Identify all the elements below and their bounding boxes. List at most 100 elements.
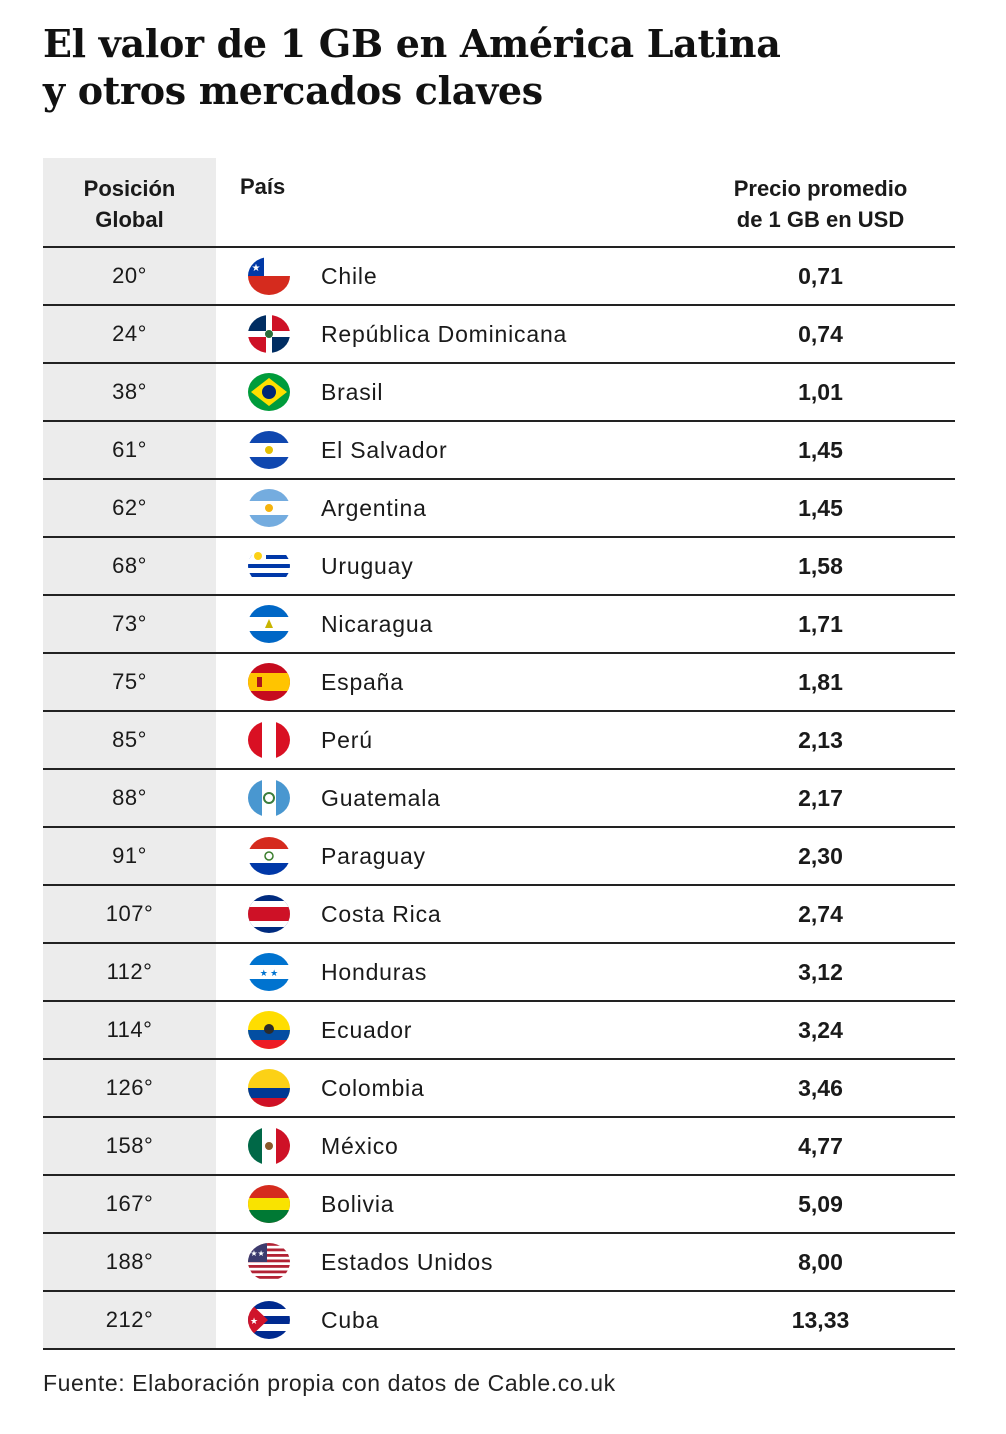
position-header-line-2: Global <box>95 207 164 232</box>
dominican-republic-flag-icon <box>248 315 290 353</box>
country-cell: Bolivia <box>321 1191 395 1217</box>
price-cell: 3,24 <box>798 1017 843 1043</box>
position-cell: 73° <box>43 596 216 652</box>
table-row: 88° Guatemala 2,17 <box>43 770 955 828</box>
position-cell: 158° <box>43 1118 216 1174</box>
position-cell: 24° <box>43 306 216 362</box>
price-column-header: Precio promedio de 1 GB en USD <box>683 173 958 235</box>
country-cell: Estados Unidos <box>321 1249 494 1275</box>
table-row: 62° Argentina 1,45 <box>43 480 955 538</box>
country-cell: Cuba <box>321 1307 380 1333</box>
country-cell: Guatemala <box>321 785 441 811</box>
colombia-flag-icon <box>248 1069 290 1107</box>
country-cell: Nicaragua <box>321 611 434 637</box>
price-cell: 4,77 <box>798 1133 843 1159</box>
table-row: 20° ★ Chile 0,71 <box>43 248 955 306</box>
position-cell: 20° <box>43 248 216 304</box>
price-cell: 1,81 <box>798 669 843 695</box>
title-line-1: El valor de 1 GB en América Latina <box>43 21 781 66</box>
mexico-flag-icon <box>248 1127 290 1165</box>
position-cell: 107° <box>43 886 216 942</box>
table-row: 114° Ecuador 3,24 <box>43 1002 955 1060</box>
country-cell: El Salvador <box>321 437 448 463</box>
country-cell: Colombia <box>321 1075 425 1101</box>
price-cell: 1,45 <box>798 495 843 521</box>
country-cell: Paraguay <box>321 843 426 869</box>
table-row: 75° España 1,81 <box>43 654 955 712</box>
table-row: 107° Costa Rica 2,74 <box>43 886 955 944</box>
country-cell: España <box>321 669 404 695</box>
table-row: 212° ★ Cuba 13,33 <box>43 1292 955 1350</box>
svg-text:★: ★ <box>250 1316 258 1326</box>
table-row: 73° Nicaragua 1,71 <box>43 596 955 654</box>
table-row: 188° ★★ Estados Unidos 8,00 <box>43 1234 955 1292</box>
title-line-2: y otros mercados claves <box>43 68 543 113</box>
price-cell: 8,00 <box>798 1249 843 1275</box>
chile-flag-icon: ★ <box>248 257 290 295</box>
country-cell: Argentina <box>321 495 427 521</box>
position-cell: 126° <box>43 1060 216 1116</box>
price-cell: 1,71 <box>798 611 843 637</box>
price-header-line-1: Precio promedio <box>733 176 908 201</box>
price-cell: 13,33 <box>791 1307 850 1333</box>
table-body: 20° ★ Chile 0,71 24° República Dominicana 0,74… <box>43 248 955 1350</box>
country-cell: Honduras <box>321 959 428 985</box>
table-row: 24° República Dominicana 0,74 <box>43 306 955 364</box>
price-header-line-2: de 1 GB en USD <box>736 207 905 232</box>
country-cell: Chile <box>321 263 378 289</box>
price-table: Posición Global País Precio promedio de … <box>43 158 955 1350</box>
position-cell: 62° <box>43 480 216 536</box>
paraguay-flag-icon <box>248 837 290 875</box>
table-row: 158° México 4,77 <box>43 1118 955 1176</box>
position-header-line-1: Posición <box>83 176 176 201</box>
table-row: 91° Paraguay 2,30 <box>43 828 955 886</box>
table-row: 68° Uruguay 1,58 <box>43 538 955 596</box>
position-cell: 212° <box>43 1292 216 1348</box>
price-cell: 2,30 <box>798 843 843 869</box>
peru-flag-icon <box>248 721 290 759</box>
bolivia-flag-icon <box>248 1185 290 1223</box>
cuba-flag-icon: ★ <box>248 1301 290 1339</box>
united-states-flag-icon: ★★ <box>248 1243 290 1281</box>
country-cell: República Dominicana <box>321 321 568 347</box>
table-row: 61° El Salvador 1,45 <box>43 422 955 480</box>
guatemala-flag-icon <box>248 779 290 817</box>
argentina-flag-icon <box>248 489 290 527</box>
position-cell: 112° <box>43 944 216 1000</box>
country-cell: México <box>321 1133 399 1159</box>
position-cell: 75° <box>43 654 216 710</box>
price-cell: 3,12 <box>798 959 843 985</box>
table-row: 126° Colombia 3,46 <box>43 1060 955 1118</box>
source-note: Fuente: Elaboración propia con datos de … <box>43 1370 616 1396</box>
svg-text:★: ★ <box>252 263 261 274</box>
table-row: 38° Brasil 1,01 <box>43 364 955 422</box>
costa-rica-flag-icon <box>248 895 290 933</box>
table-header: Posición Global País Precio promedio de … <box>43 158 955 248</box>
position-cell: 88° <box>43 770 216 826</box>
ecuador-flag-icon <box>248 1011 290 1049</box>
price-cell: 5,09 <box>798 1191 843 1217</box>
country-column-header: País <box>240 174 286 199</box>
price-cell: 3,46 <box>798 1075 843 1101</box>
price-cell: 2,13 <box>798 727 843 753</box>
position-cell: 61° <box>43 422 216 478</box>
position-column-header: Posición Global <box>43 158 216 246</box>
honduras-flag-icon: ★ ★ <box>248 953 290 991</box>
brazil-flag-icon <box>248 373 290 411</box>
position-cell: 68° <box>43 538 216 594</box>
el-salvador-flag-icon <box>248 431 290 469</box>
position-cell: 167° <box>43 1176 216 1232</box>
country-cell: Costa Rica <box>321 901 442 927</box>
table-row: 167° Bolivia 5,09 <box>43 1176 955 1234</box>
price-cell: 2,74 <box>798 901 843 927</box>
price-cell: 1,01 <box>798 379 843 405</box>
svg-text:★★: ★★ <box>250 1249 264 1258</box>
table-row: 85° Perú 2,13 <box>43 712 955 770</box>
position-cell: 38° <box>43 364 216 420</box>
price-cell: 2,17 <box>798 785 843 811</box>
position-cell: 188° <box>43 1234 216 1290</box>
position-cell: 85° <box>43 712 216 768</box>
nicaragua-flag-icon <box>248 605 290 643</box>
price-cell: 0,74 <box>798 321 843 347</box>
uruguay-flag-icon <box>248 547 290 585</box>
